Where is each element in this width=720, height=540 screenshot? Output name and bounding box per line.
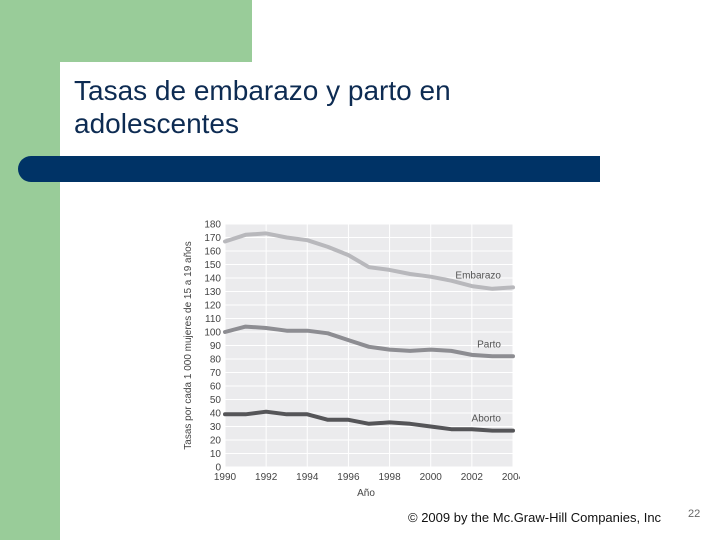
x-tick-1994: 1994 xyxy=(296,472,319,483)
series-line-parto xyxy=(223,324,515,359)
series-lines xyxy=(223,231,515,433)
y-tick-80: 80 xyxy=(210,355,222,366)
x-tick-1996: 1996 xyxy=(337,472,360,483)
series-label-aborto: Aborto xyxy=(472,414,502,425)
y-tick-30: 30 xyxy=(210,422,222,433)
series-line-aborto xyxy=(223,409,515,433)
y-tick-90: 90 xyxy=(210,341,222,352)
series-labels: Embarazo Parto Aborto xyxy=(455,270,501,424)
slide-title-line-2: adolescentes xyxy=(74,108,240,139)
series-label-embarazo: Embarazo xyxy=(455,270,501,281)
y-tick-70: 70 xyxy=(210,368,222,379)
y-tick-0: 0 xyxy=(215,463,221,474)
y-tick-180: 180 xyxy=(204,220,221,231)
copyright-footer: © 2009 by the Mc.Graw-Hill Companies, In… xyxy=(408,510,662,525)
x-tick-2004: 2004 xyxy=(502,472,520,483)
gridlines xyxy=(224,223,514,468)
series-line-embarazo xyxy=(223,231,515,291)
y-tick-110: 110 xyxy=(205,314,221,325)
y-tick-10: 10 xyxy=(210,449,222,460)
y-tick-50: 50 xyxy=(210,395,222,406)
series-label-parto: Parto xyxy=(477,339,501,350)
y-tick-140: 140 xyxy=(204,274,221,285)
y-tick-40: 40 xyxy=(210,409,222,420)
x-tick-2002: 2002 xyxy=(461,472,484,483)
y-axis-label: Tasas por cada 1 000 mujeres de 15 a 19 … xyxy=(183,241,194,449)
y-tick-160: 160 xyxy=(204,247,221,258)
slide-title: Tasas de embarazo y parto en adolescente… xyxy=(74,74,594,140)
y-tick-labels: 0 10 20 30 40 50 60 70 80 90 100 110 120 130 140 150 160… xyxy=(204,220,221,474)
y-tick-100: 100 xyxy=(204,328,221,339)
x-tick-2000: 2000 xyxy=(420,472,443,483)
line-chart: 0 10 20 30 40 50 60 70 80 90 100 110 120 130 140 150 160… xyxy=(183,220,520,500)
y-tick-60: 60 xyxy=(210,382,222,393)
x-tick-labels: 1990 1992 1994 1996 1998 2000 2002 2004 xyxy=(214,472,520,483)
title-divider-bar xyxy=(18,156,600,182)
green-side-band xyxy=(0,0,60,540)
y-tick-170: 170 xyxy=(204,233,221,244)
x-axis-label: Año xyxy=(357,488,375,499)
x-tick-1998: 1998 xyxy=(378,472,401,483)
y-tick-120: 120 xyxy=(204,301,221,312)
x-tick-1992: 1992 xyxy=(255,472,278,483)
slide-title-line-1: Tasas de embarazo y parto en xyxy=(74,75,451,106)
page-number: 22 xyxy=(688,508,701,520)
x-tick-1990: 1990 xyxy=(214,472,237,483)
y-tick-20: 20 xyxy=(210,436,222,447)
y-tick-130: 130 xyxy=(204,287,221,298)
y-tick-150: 150 xyxy=(204,260,221,271)
